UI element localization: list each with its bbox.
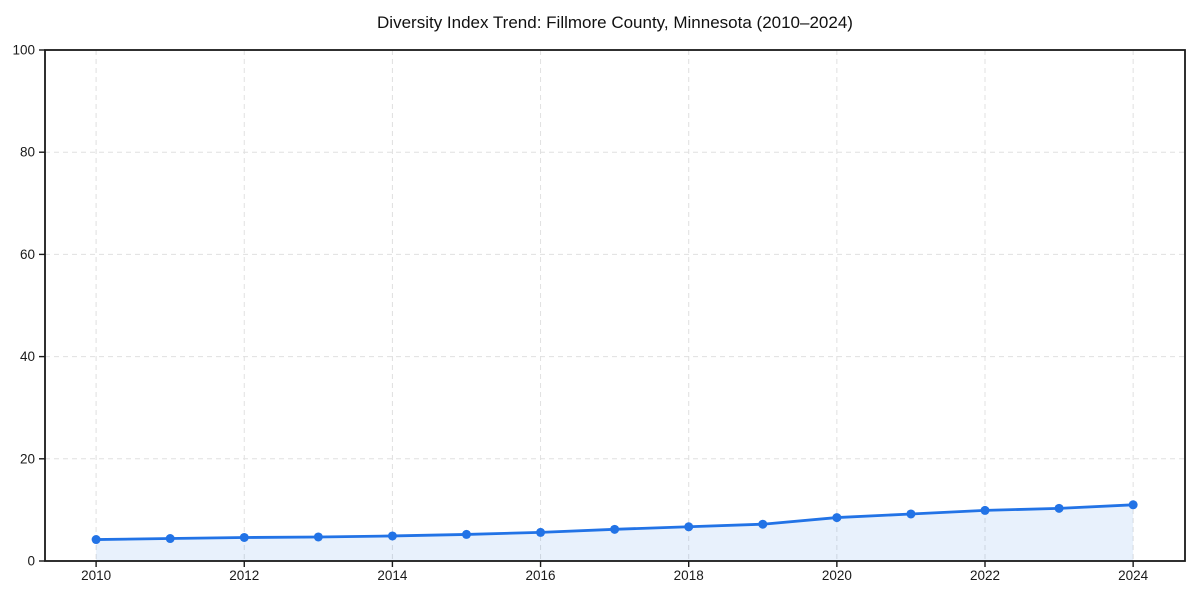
data-point-marker [610, 524, 620, 534]
y-tick-label: 60 [20, 247, 35, 262]
x-tick-label: 2020 [822, 568, 852, 583]
x-tick-label: 2022 [970, 568, 1000, 583]
data-point-marker [906, 509, 916, 519]
data-point-marker [684, 522, 694, 532]
data-point-marker [239, 532, 249, 542]
data-point-marker [832, 513, 842, 523]
data-point-marker [1054, 503, 1064, 513]
data-point-marker [91, 535, 101, 545]
y-tick-label: 20 [20, 451, 35, 466]
y-tick-label: 100 [12, 43, 35, 58]
data-point-marker [387, 531, 397, 541]
data-point-marker [1128, 500, 1138, 510]
data-point-marker [461, 529, 471, 539]
plot-border [44, 49, 1186, 562]
x-tick-label: 2010 [81, 568, 111, 583]
x-tick-label: 2016 [526, 568, 556, 583]
x-tick-label: 2012 [229, 568, 259, 583]
data-point-marker [758, 519, 768, 529]
x-tick-label: 2024 [1118, 568, 1149, 583]
data-point-marker [980, 505, 990, 515]
data-point-marker [165, 534, 175, 544]
y-tick-label: 80 [20, 145, 35, 160]
x-tick-label: 2018 [674, 568, 704, 583]
chart-title: Diversity Index Trend: Fillmore County, … [377, 13, 853, 32]
data-point-marker [313, 532, 323, 542]
y-tick-label: 40 [20, 349, 35, 364]
y-tick-label: 0 [27, 554, 35, 569]
x-tick-label: 2014 [377, 568, 408, 583]
data-point-marker [536, 527, 546, 537]
